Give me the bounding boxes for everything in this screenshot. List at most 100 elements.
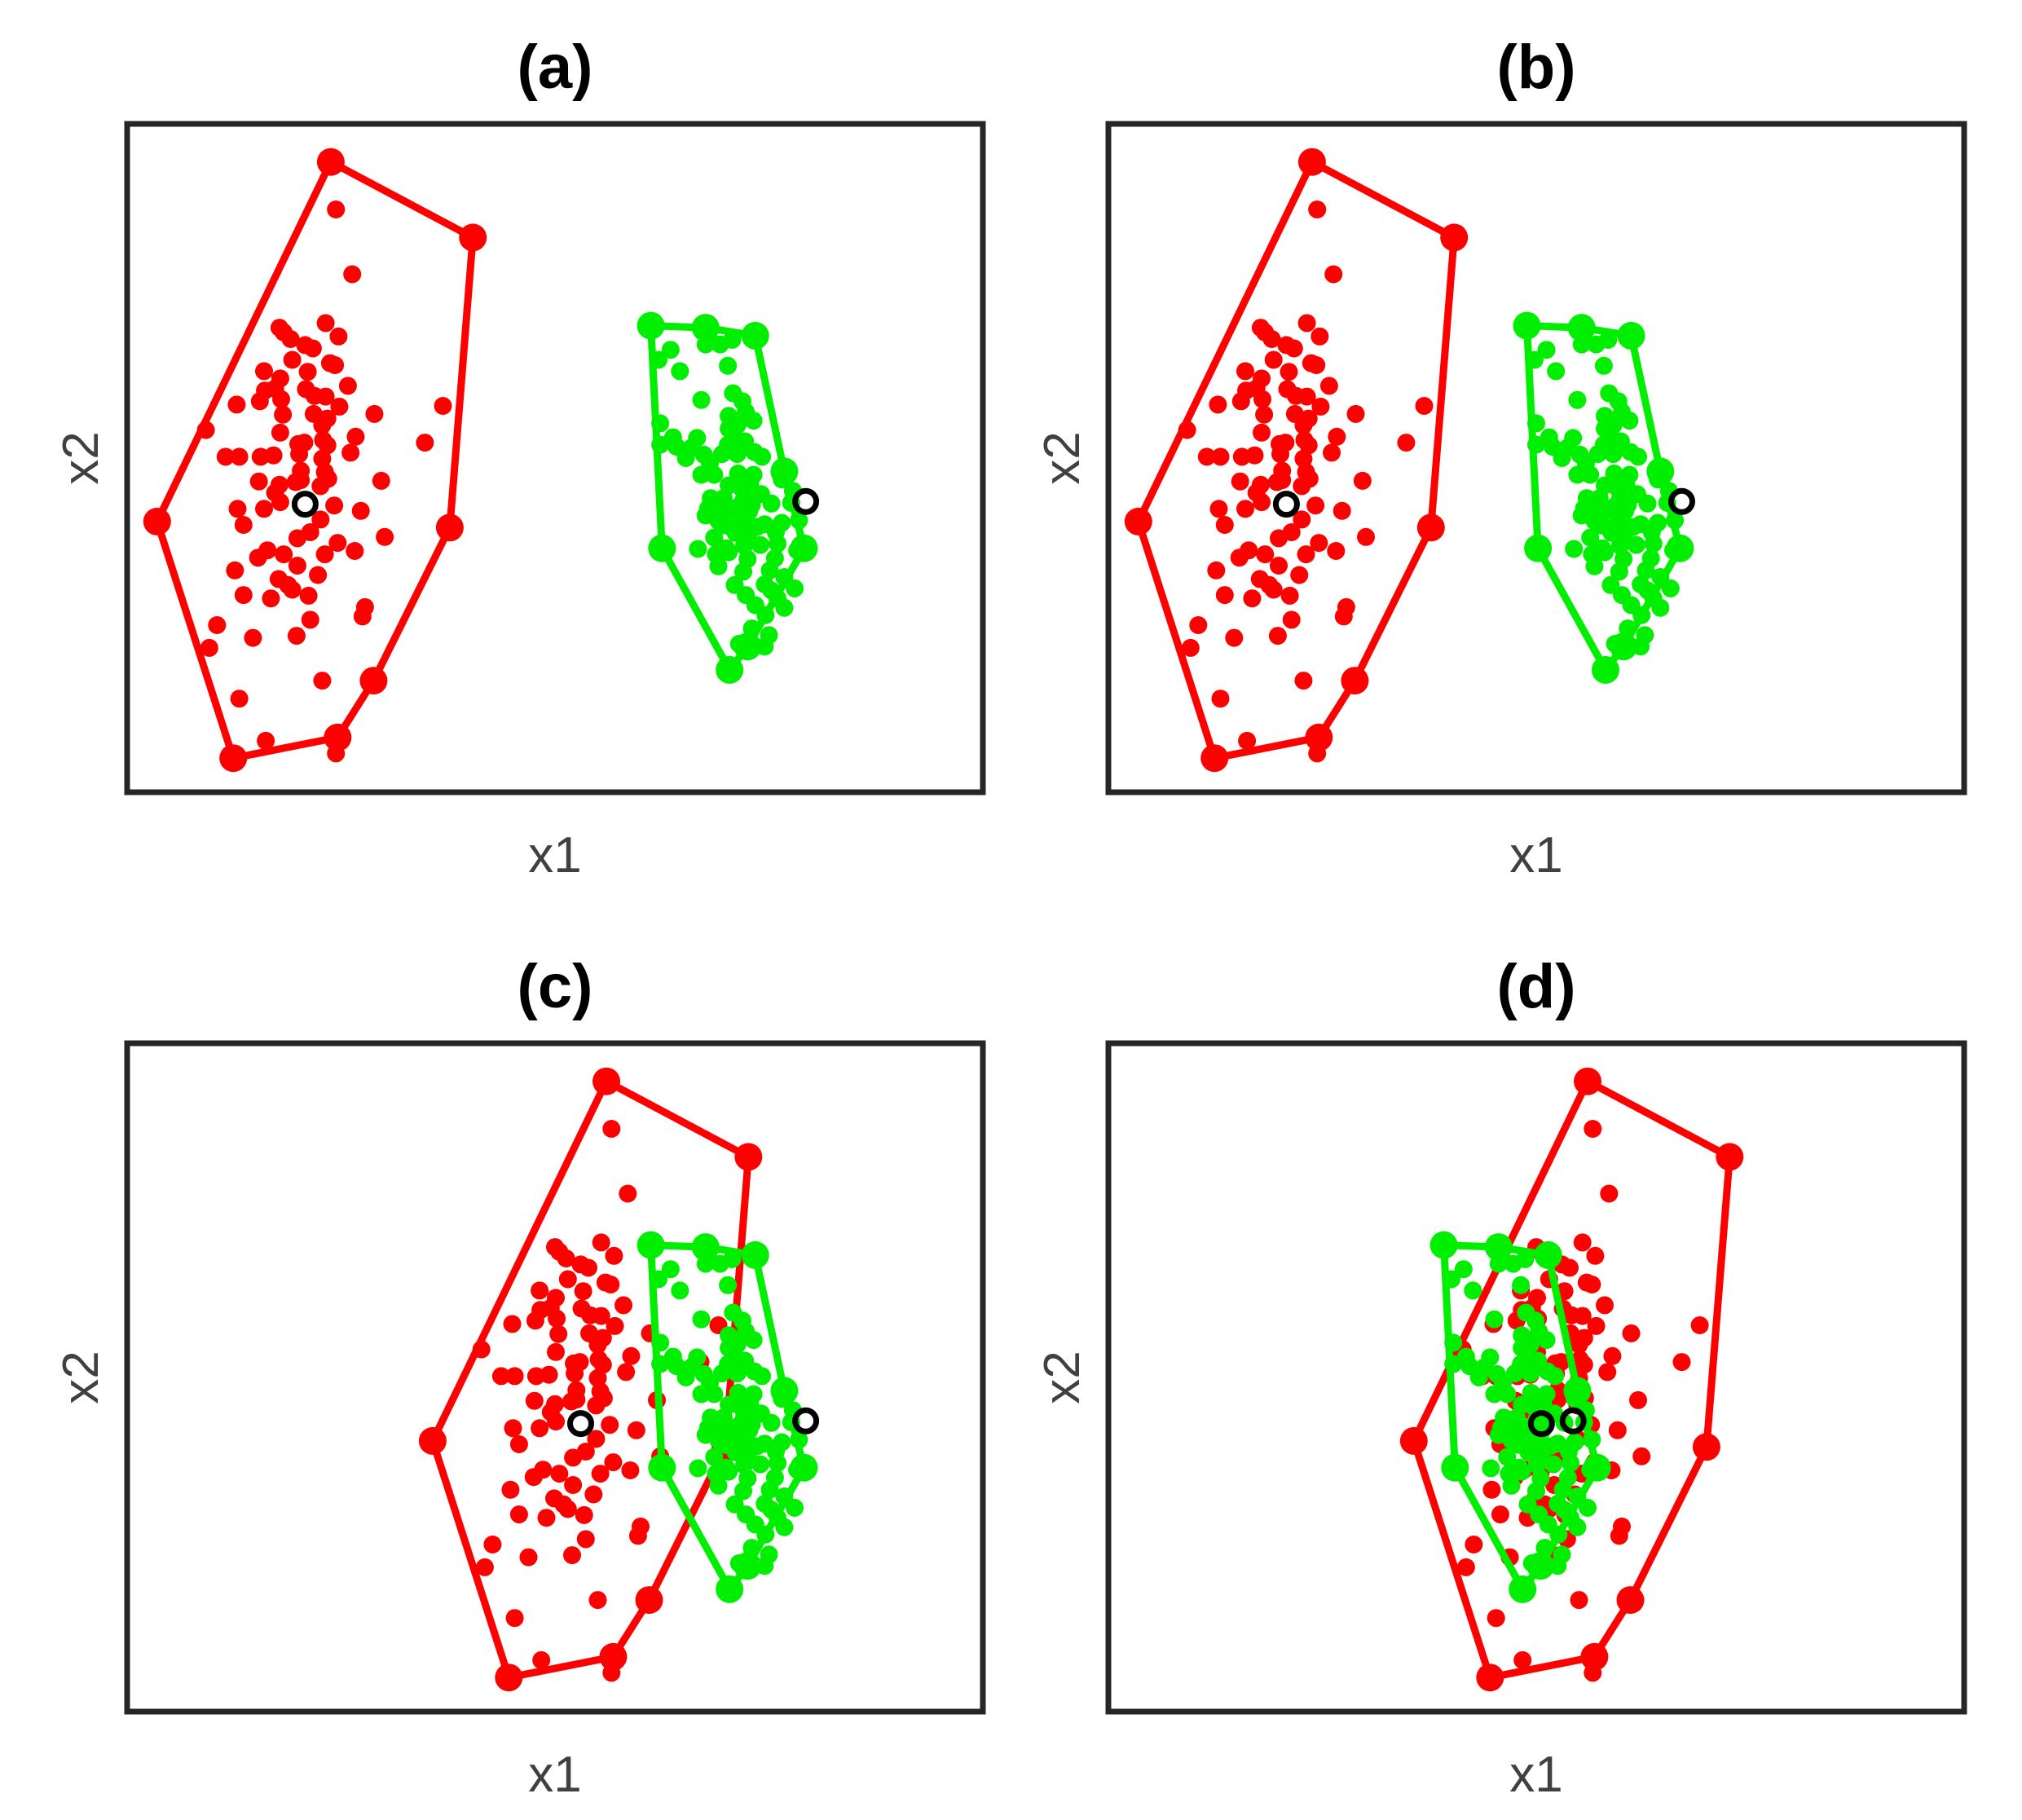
data-point bbox=[338, 377, 357, 395]
panel-a: (a) x1 x2 bbox=[53, 33, 986, 884]
data-point bbox=[744, 412, 763, 430]
data-point bbox=[661, 341, 680, 359]
data-point bbox=[689, 1459, 707, 1478]
data-point bbox=[587, 1396, 606, 1415]
data-point bbox=[574, 1282, 593, 1301]
cluster-2-series bbox=[637, 1231, 818, 1603]
data-point bbox=[541, 1298, 560, 1317]
x-axis-label: x1 bbox=[1509, 827, 1562, 884]
hull-vertex-point bbox=[648, 534, 676, 562]
plot-data bbox=[1399, 1067, 1744, 1692]
data-point bbox=[320, 354, 339, 372]
data-point bbox=[532, 1650, 551, 1669]
data-point bbox=[1485, 1310, 1504, 1329]
data-point bbox=[313, 672, 332, 690]
data-point bbox=[1444, 1355, 1463, 1373]
data-point bbox=[1584, 1120, 1602, 1138]
data-point bbox=[751, 535, 769, 554]
data-point bbox=[1353, 471, 1372, 490]
hull-vertex-point bbox=[1200, 744, 1229, 773]
data-point bbox=[311, 477, 330, 496]
cluster-1-series bbox=[143, 148, 487, 773]
data-point bbox=[1181, 638, 1200, 657]
data-point bbox=[729, 1383, 747, 1402]
data-point bbox=[355, 597, 374, 616]
data-point bbox=[756, 606, 775, 624]
hull-vertex-point bbox=[1416, 513, 1445, 542]
data-point bbox=[1498, 1448, 1517, 1466]
data-point bbox=[1546, 1367, 1565, 1386]
data-point bbox=[719, 1276, 738, 1294]
centroid-marker-1 bbox=[291, 491, 319, 518]
data-point bbox=[1271, 434, 1289, 453]
data-point bbox=[1498, 1385, 1517, 1404]
data-point bbox=[519, 1548, 538, 1567]
data-point bbox=[1264, 350, 1283, 369]
data-point bbox=[1638, 494, 1657, 513]
data-point bbox=[505, 1367, 524, 1386]
data-point bbox=[1280, 363, 1298, 381]
data-point bbox=[327, 201, 346, 218]
data-point bbox=[372, 471, 390, 490]
hull-vertex-point bbox=[1534, 1241, 1562, 1269]
hull-vertex-point bbox=[1616, 1586, 1645, 1615]
data-point bbox=[602, 1664, 621, 1682]
data-point bbox=[230, 447, 249, 466]
data-point bbox=[773, 1390, 791, 1408]
data-point bbox=[705, 465, 724, 484]
data-point bbox=[1492, 1418, 1510, 1437]
data-point bbox=[1525, 350, 1544, 369]
x-axis-label: x1 bbox=[1509, 1747, 1562, 1803]
hull-vertex-point bbox=[418, 1426, 447, 1455]
data-point bbox=[1284, 339, 1303, 358]
data-point bbox=[1489, 1254, 1508, 1273]
panel-c: (c) x1 x2 bbox=[53, 952, 986, 1803]
hull-vertex-point bbox=[1440, 223, 1469, 252]
data-point bbox=[249, 472, 268, 491]
data-point bbox=[537, 1509, 556, 1527]
hull-vertex-point bbox=[1341, 667, 1369, 695]
hull-vertex-point bbox=[1509, 1575, 1537, 1603]
data-point bbox=[301, 610, 319, 629]
data-point bbox=[728, 445, 747, 464]
data-point bbox=[1297, 314, 1316, 333]
data-point bbox=[1302, 354, 1320, 372]
data-point bbox=[1465, 1536, 1483, 1553]
data-point bbox=[416, 434, 434, 452]
data-point bbox=[692, 1310, 711, 1329]
data-point bbox=[288, 529, 306, 548]
hull-vertex-point bbox=[359, 667, 388, 695]
data-point bbox=[1575, 499, 1593, 518]
data-point bbox=[1513, 1650, 1532, 1669]
data-point bbox=[1548, 1557, 1567, 1575]
data-point bbox=[1294, 672, 1313, 690]
data-point bbox=[1637, 561, 1655, 579]
data-point bbox=[760, 1480, 779, 1499]
data-point bbox=[483, 1536, 502, 1553]
data-point bbox=[316, 387, 335, 406]
hull-vertex-point bbox=[637, 1231, 665, 1259]
data-point bbox=[1328, 427, 1346, 446]
data-point bbox=[1482, 1480, 1501, 1499]
data-point bbox=[1310, 534, 1328, 553]
data-point bbox=[298, 363, 317, 381]
data-point bbox=[588, 1591, 607, 1610]
data-point bbox=[1632, 1447, 1651, 1465]
data-point bbox=[1572, 335, 1591, 354]
hull-vertex-point bbox=[459, 223, 487, 252]
data-point bbox=[316, 314, 335, 333]
data-point bbox=[309, 566, 328, 584]
data-point bbox=[1247, 379, 1266, 398]
data-point bbox=[651, 1355, 670, 1373]
data-point bbox=[1690, 1316, 1709, 1334]
data-point bbox=[1282, 610, 1301, 629]
data-point bbox=[255, 362, 273, 381]
data-point bbox=[692, 1385, 711, 1404]
data-point bbox=[547, 1342, 565, 1361]
data-point bbox=[1306, 496, 1325, 515]
data-point bbox=[734, 562, 752, 581]
data-point bbox=[1649, 470, 1667, 489]
data-point bbox=[786, 1498, 804, 1517]
data-point bbox=[719, 356, 738, 375]
data-point bbox=[762, 1413, 781, 1432]
